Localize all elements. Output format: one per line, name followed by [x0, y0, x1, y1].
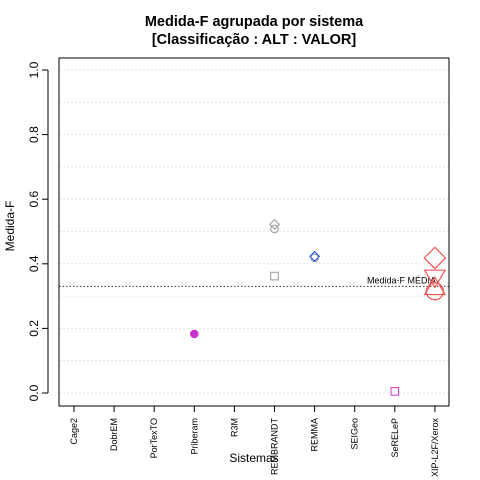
y-tick-label: 0.0: [27, 384, 41, 401]
x-tick-label: SeRELeP: [390, 418, 400, 458]
x-axis-label: Sistemas: [229, 451, 278, 465]
x-tick-label: R3M: [229, 418, 239, 437]
point-square: [270, 271, 279, 281]
y-tick-label: 0.2: [27, 320, 41, 337]
y-axis-label: Medida-F: [3, 201, 17, 252]
x-tick-label: REMMA: [310, 418, 320, 452]
y-tick-label: 0.4: [27, 255, 41, 272]
x-tick-label: PorTexTO: [149, 418, 159, 458]
chart-title: Medida-F agrupada por sistema: [145, 14, 364, 30]
y-tick-label: 0.8: [27, 126, 41, 143]
point-diamond: [309, 250, 321, 262]
point-triangle-up: [423, 276, 447, 296]
x-tick-label: XIP-L2F/Xerox: [430, 418, 440, 478]
y-axis: 0.0 0.2 0.4 0.6 0.8 1.0: [27, 61, 49, 401]
point-diamond: [269, 218, 280, 230]
x-tick-label: DobrEM: [109, 418, 119, 451]
x-axis: Cage2 DobrEM PorTexTO Priberam R3M REMBRANDT R…: [69, 405, 440, 478]
x-tick-label: Cage2: [69, 418, 79, 445]
y-tick-label: 0.6: [27, 191, 41, 208]
x-tick-label: Priberam: [189, 418, 199, 455]
x-tick-label: SEIGeo: [350, 418, 360, 450]
point-circle: [425, 282, 444, 301]
point-square: [390, 387, 400, 396]
mean-reference-label: Medida-F MÉDIA: [367, 275, 436, 285]
point-triangle-down: [423, 269, 447, 289]
gridlines: [59, 69, 449, 394]
point-circle: [190, 329, 199, 339]
plot-area-frame: [58, 57, 450, 407]
data-points: [190, 218, 447, 396]
x-tick-label: REMBRANDT: [270, 418, 280, 476]
y-tick-label: 1.0: [27, 61, 41, 78]
point-circle: [270, 224, 279, 234]
point-circle: [310, 253, 319, 263]
chart-subtitle: [Classificação : ALT : VALOR]: [152, 32, 357, 48]
point-diamond: [423, 246, 447, 270]
